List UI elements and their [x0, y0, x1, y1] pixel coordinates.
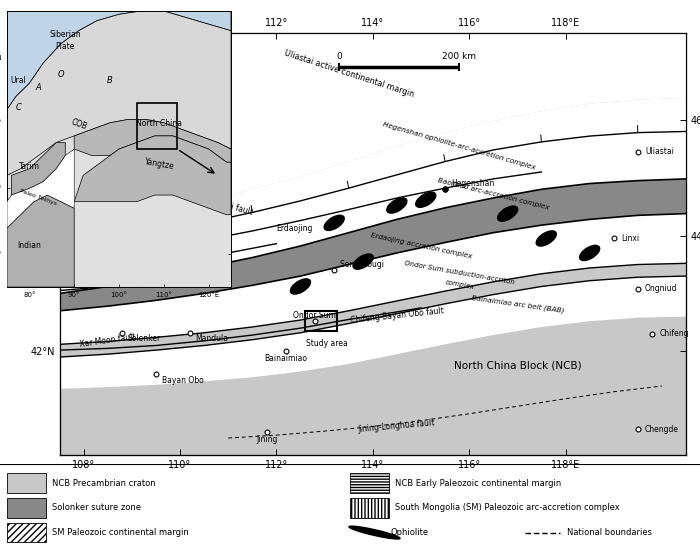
- FancyBboxPatch shape: [350, 498, 389, 518]
- Text: Xar Moon fault: Xar Moon fault: [79, 332, 136, 349]
- Polygon shape: [11, 142, 65, 195]
- Text: Tarim: Tarim: [19, 162, 40, 171]
- Text: Chifeng: Chifeng: [659, 330, 689, 338]
- Ellipse shape: [580, 245, 600, 261]
- FancyBboxPatch shape: [7, 498, 46, 518]
- Polygon shape: [60, 276, 686, 389]
- Text: complex: complex: [444, 279, 475, 290]
- Ellipse shape: [498, 206, 518, 221]
- Text: Jining-Longhua fault: Jining-Longhua fault: [358, 418, 435, 434]
- Text: NCB Early Paleozoic continental margin: NCB Early Paleozoic continental margin: [395, 479, 561, 487]
- FancyBboxPatch shape: [350, 474, 389, 493]
- Text: Ural: Ural: [10, 76, 26, 86]
- Text: Paleo Tethys: Paleo Tethys: [19, 188, 57, 206]
- Text: Mandula: Mandula: [195, 334, 228, 343]
- Text: Bayan Obo: Bayan Obo: [162, 376, 204, 385]
- Ellipse shape: [387, 198, 407, 213]
- Ellipse shape: [132, 257, 151, 272]
- Text: North China: North China: [136, 119, 182, 128]
- Text: South Mongolia (SM) Paleozoic arc-accretion complex: South Mongolia (SM) Paleozoic arc-accret…: [395, 503, 620, 512]
- Polygon shape: [60, 179, 686, 311]
- Text: Erdaojing: Erdaojing: [276, 224, 313, 233]
- Ellipse shape: [536, 231, 557, 246]
- Text: NCB Precambrian craton: NCB Precambrian craton: [52, 479, 156, 487]
- Text: Ophiolite: Ophiolite: [391, 528, 428, 537]
- Text: Solonker: Solonker: [128, 334, 161, 343]
- Text: Ongniud: Ongniud: [645, 284, 678, 293]
- Text: Bainaimiao arc belt (BAB): Bainaimiao arc belt (BAB): [470, 294, 564, 314]
- Polygon shape: [7, 11, 231, 176]
- Text: Xilinhot fault: Xilinhot fault: [131, 248, 181, 268]
- Text: O: O: [57, 70, 64, 79]
- Polygon shape: [60, 263, 686, 357]
- Text: North China Block (NCB): North China Block (NCB): [454, 361, 581, 371]
- Text: Hegenshan ophiolite-arc-accretion complex: Hegenshan ophiolite-arc-accretion comple…: [382, 121, 537, 171]
- Bar: [305, 311, 337, 331]
- Polygon shape: [7, 11, 231, 110]
- Polygon shape: [60, 33, 686, 233]
- Text: Chengde: Chengde: [645, 425, 679, 434]
- FancyBboxPatch shape: [7, 474, 46, 493]
- Text: Hegenshan: Hegenshan: [451, 179, 494, 188]
- Text: Erenhot fault: Erenhot fault: [145, 215, 196, 236]
- Text: Study area: Study area: [306, 338, 348, 348]
- Text: Sonid Yougi: Sonid Yougi: [340, 260, 384, 269]
- Polygon shape: [7, 195, 74, 287]
- Polygon shape: [74, 119, 231, 162]
- Polygon shape: [60, 98, 686, 294]
- Text: Uliastai active continental margin: Uliastai active continental margin: [283, 49, 414, 99]
- Text: Siberian: Siberian: [50, 30, 81, 39]
- FancyBboxPatch shape: [7, 523, 46, 542]
- Text: Yangtze: Yangtze: [144, 157, 175, 171]
- Ellipse shape: [290, 279, 311, 294]
- Ellipse shape: [416, 192, 436, 208]
- Text: Ondor Sum subduction-accriton: Ondor Sum subduction-accriton: [404, 261, 515, 286]
- Text: 200 km: 200 km: [442, 52, 477, 61]
- Text: Linxi: Linxi: [621, 234, 639, 243]
- Text: Jining: Jining: [256, 435, 277, 444]
- Text: Chifeng-Bayan Obo fault: Chifeng-Bayan Obo fault: [350, 306, 444, 325]
- Text: Uliastai: Uliastai: [645, 147, 674, 156]
- Ellipse shape: [324, 215, 344, 230]
- Text: Ondor Sum: Ondor Sum: [293, 311, 337, 320]
- Ellipse shape: [175, 254, 195, 269]
- Text: COB: COB: [69, 118, 88, 131]
- Text: Linxi fault: Linxi fault: [103, 277, 141, 289]
- Text: SM Paleozoic continental margin: SM Paleozoic continental margin: [52, 528, 189, 537]
- Polygon shape: [60, 33, 686, 455]
- Text: Solonker suture zone: Solonker suture zone: [52, 503, 141, 512]
- Text: Chagan Obo-Arongqi fault: Chagan Obo-Arongqi fault: [155, 183, 253, 217]
- Text: Baolidao arc-accretion complex: Baolidao arc-accretion complex: [437, 177, 550, 211]
- Text: C: C: [15, 103, 21, 112]
- Ellipse shape: [349, 526, 400, 539]
- Text: A: A: [36, 83, 41, 92]
- Polygon shape: [74, 136, 231, 215]
- Ellipse shape: [353, 254, 373, 269]
- Polygon shape: [7, 149, 74, 228]
- Text: Plate: Plate: [55, 42, 75, 51]
- Text: Indian: Indian: [18, 241, 41, 250]
- Text: B: B: [107, 76, 113, 86]
- Bar: [137, 103, 177, 149]
- Polygon shape: [60, 214, 686, 344]
- Text: National boundaries: National boundaries: [567, 528, 652, 537]
- Text: Bainaimiao: Bainaimiao: [265, 354, 307, 363]
- Text: Erdaojing accretion complex: Erdaojing accretion complex: [370, 232, 473, 260]
- Text: 0: 0: [336, 52, 342, 61]
